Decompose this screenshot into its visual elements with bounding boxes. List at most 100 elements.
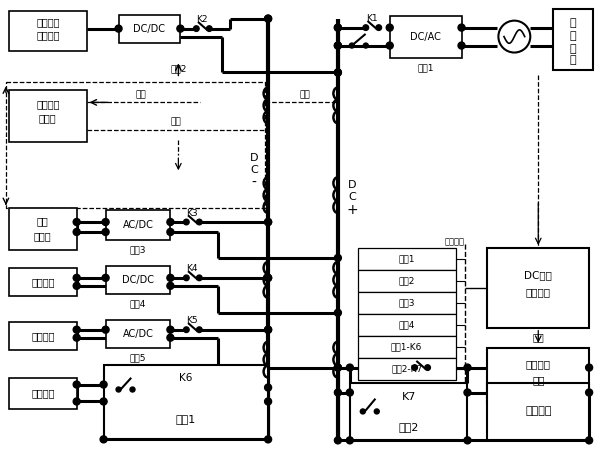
Circle shape (130, 387, 135, 392)
Circle shape (425, 365, 430, 370)
Circle shape (334, 364, 341, 371)
Circle shape (197, 219, 202, 225)
Text: 控制器: 控制器 (39, 113, 56, 123)
Text: 变流4: 变流4 (130, 299, 146, 308)
Bar (9, 268, 77, 296)
Text: 端口1-K6: 端口1-K6 (391, 342, 422, 351)
Circle shape (265, 218, 272, 225)
Text: 端口2: 端口2 (398, 422, 419, 432)
Bar (390, 16, 461, 58)
Bar (9, 322, 77, 350)
Circle shape (265, 384, 272, 391)
Circle shape (73, 398, 80, 405)
Text: C: C (250, 165, 258, 175)
Circle shape (73, 218, 80, 225)
Bar (487, 383, 589, 441)
Circle shape (349, 43, 355, 48)
Circle shape (184, 219, 189, 225)
Text: 流: 流 (570, 31, 577, 41)
Text: D: D (347, 180, 356, 190)
Circle shape (116, 387, 121, 392)
Text: DC/AC: DC/AC (410, 32, 441, 42)
Circle shape (102, 326, 109, 333)
Text: 伏电池板: 伏电池板 (36, 31, 59, 41)
Circle shape (197, 327, 202, 333)
Circle shape (167, 326, 174, 333)
Circle shape (386, 42, 393, 49)
Text: +: + (346, 203, 358, 217)
Circle shape (265, 326, 272, 333)
Text: 变流2: 变流2 (398, 276, 415, 285)
Circle shape (73, 282, 80, 289)
Text: K1: K1 (366, 14, 377, 23)
Circle shape (334, 309, 341, 316)
Circle shape (334, 69, 341, 76)
Text: 直流负载: 直流负载 (525, 406, 551, 416)
Circle shape (265, 274, 272, 282)
Text: 电: 电 (570, 43, 577, 53)
Text: 发电机: 发电机 (34, 231, 52, 241)
Circle shape (167, 282, 174, 289)
Bar (358, 314, 455, 336)
Text: 变流3: 变流3 (129, 245, 146, 255)
Bar (9, 11, 86, 51)
Circle shape (346, 437, 353, 444)
Circle shape (464, 437, 471, 444)
Text: C: C (348, 192, 356, 202)
Circle shape (586, 389, 593, 396)
Circle shape (334, 69, 341, 76)
Text: 变流1: 变流1 (418, 63, 434, 72)
Bar (358, 248, 455, 270)
Text: K6: K6 (179, 372, 192, 383)
Circle shape (167, 334, 174, 341)
Circle shape (184, 327, 189, 333)
Bar (358, 270, 455, 292)
Circle shape (102, 218, 109, 225)
Bar (350, 383, 467, 441)
Circle shape (364, 43, 368, 48)
Text: 端口1: 端口1 (175, 414, 196, 425)
Circle shape (73, 228, 80, 235)
Text: 风力: 风力 (37, 216, 49, 226)
Circle shape (374, 409, 379, 414)
Text: 空调系统: 空调系统 (31, 331, 55, 340)
Circle shape (206, 26, 212, 32)
Circle shape (334, 255, 341, 261)
Text: 太阳能光: 太阳能光 (36, 18, 59, 27)
Text: 变流4: 变流4 (398, 320, 415, 329)
Circle shape (334, 42, 341, 49)
Circle shape (361, 409, 365, 414)
Circle shape (458, 42, 465, 49)
Circle shape (334, 437, 341, 444)
Text: K3: K3 (187, 208, 198, 218)
Circle shape (334, 24, 341, 31)
Circle shape (334, 389, 341, 396)
Text: 卸荷系统: 卸荷系统 (31, 388, 55, 399)
Circle shape (334, 364, 341, 371)
Circle shape (265, 326, 272, 333)
Text: AC/DC: AC/DC (122, 329, 154, 339)
Text: AC/DC: AC/DC (122, 220, 154, 230)
Circle shape (194, 26, 199, 32)
Text: DC/DC: DC/DC (133, 24, 166, 34)
Circle shape (386, 24, 393, 31)
Circle shape (177, 25, 184, 32)
Bar (9, 377, 77, 409)
Text: 变流3: 变流3 (398, 298, 415, 307)
Circle shape (100, 436, 107, 443)
Circle shape (464, 389, 471, 396)
Text: 电压: 电压 (532, 376, 545, 386)
Circle shape (458, 24, 465, 31)
Text: 变流5: 变流5 (129, 353, 146, 362)
Text: 风光互补: 风光互补 (36, 99, 59, 109)
Circle shape (586, 364, 593, 371)
Circle shape (334, 42, 341, 49)
Circle shape (586, 437, 593, 444)
Circle shape (102, 274, 109, 282)
Text: -: - (252, 176, 257, 190)
Bar (487, 348, 589, 403)
Text: 检测: 检测 (532, 333, 544, 343)
Circle shape (102, 228, 109, 235)
Text: 端口2-K7: 端口2-K7 (391, 364, 422, 373)
Circle shape (100, 398, 107, 405)
